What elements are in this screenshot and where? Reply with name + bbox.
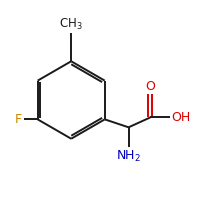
Text: OH: OH — [171, 111, 191, 124]
Text: O: O — [145, 80, 155, 93]
Text: F: F — [15, 113, 22, 126]
Text: CH$_3$: CH$_3$ — [59, 17, 83, 32]
Text: NH$_2$: NH$_2$ — [116, 149, 141, 164]
